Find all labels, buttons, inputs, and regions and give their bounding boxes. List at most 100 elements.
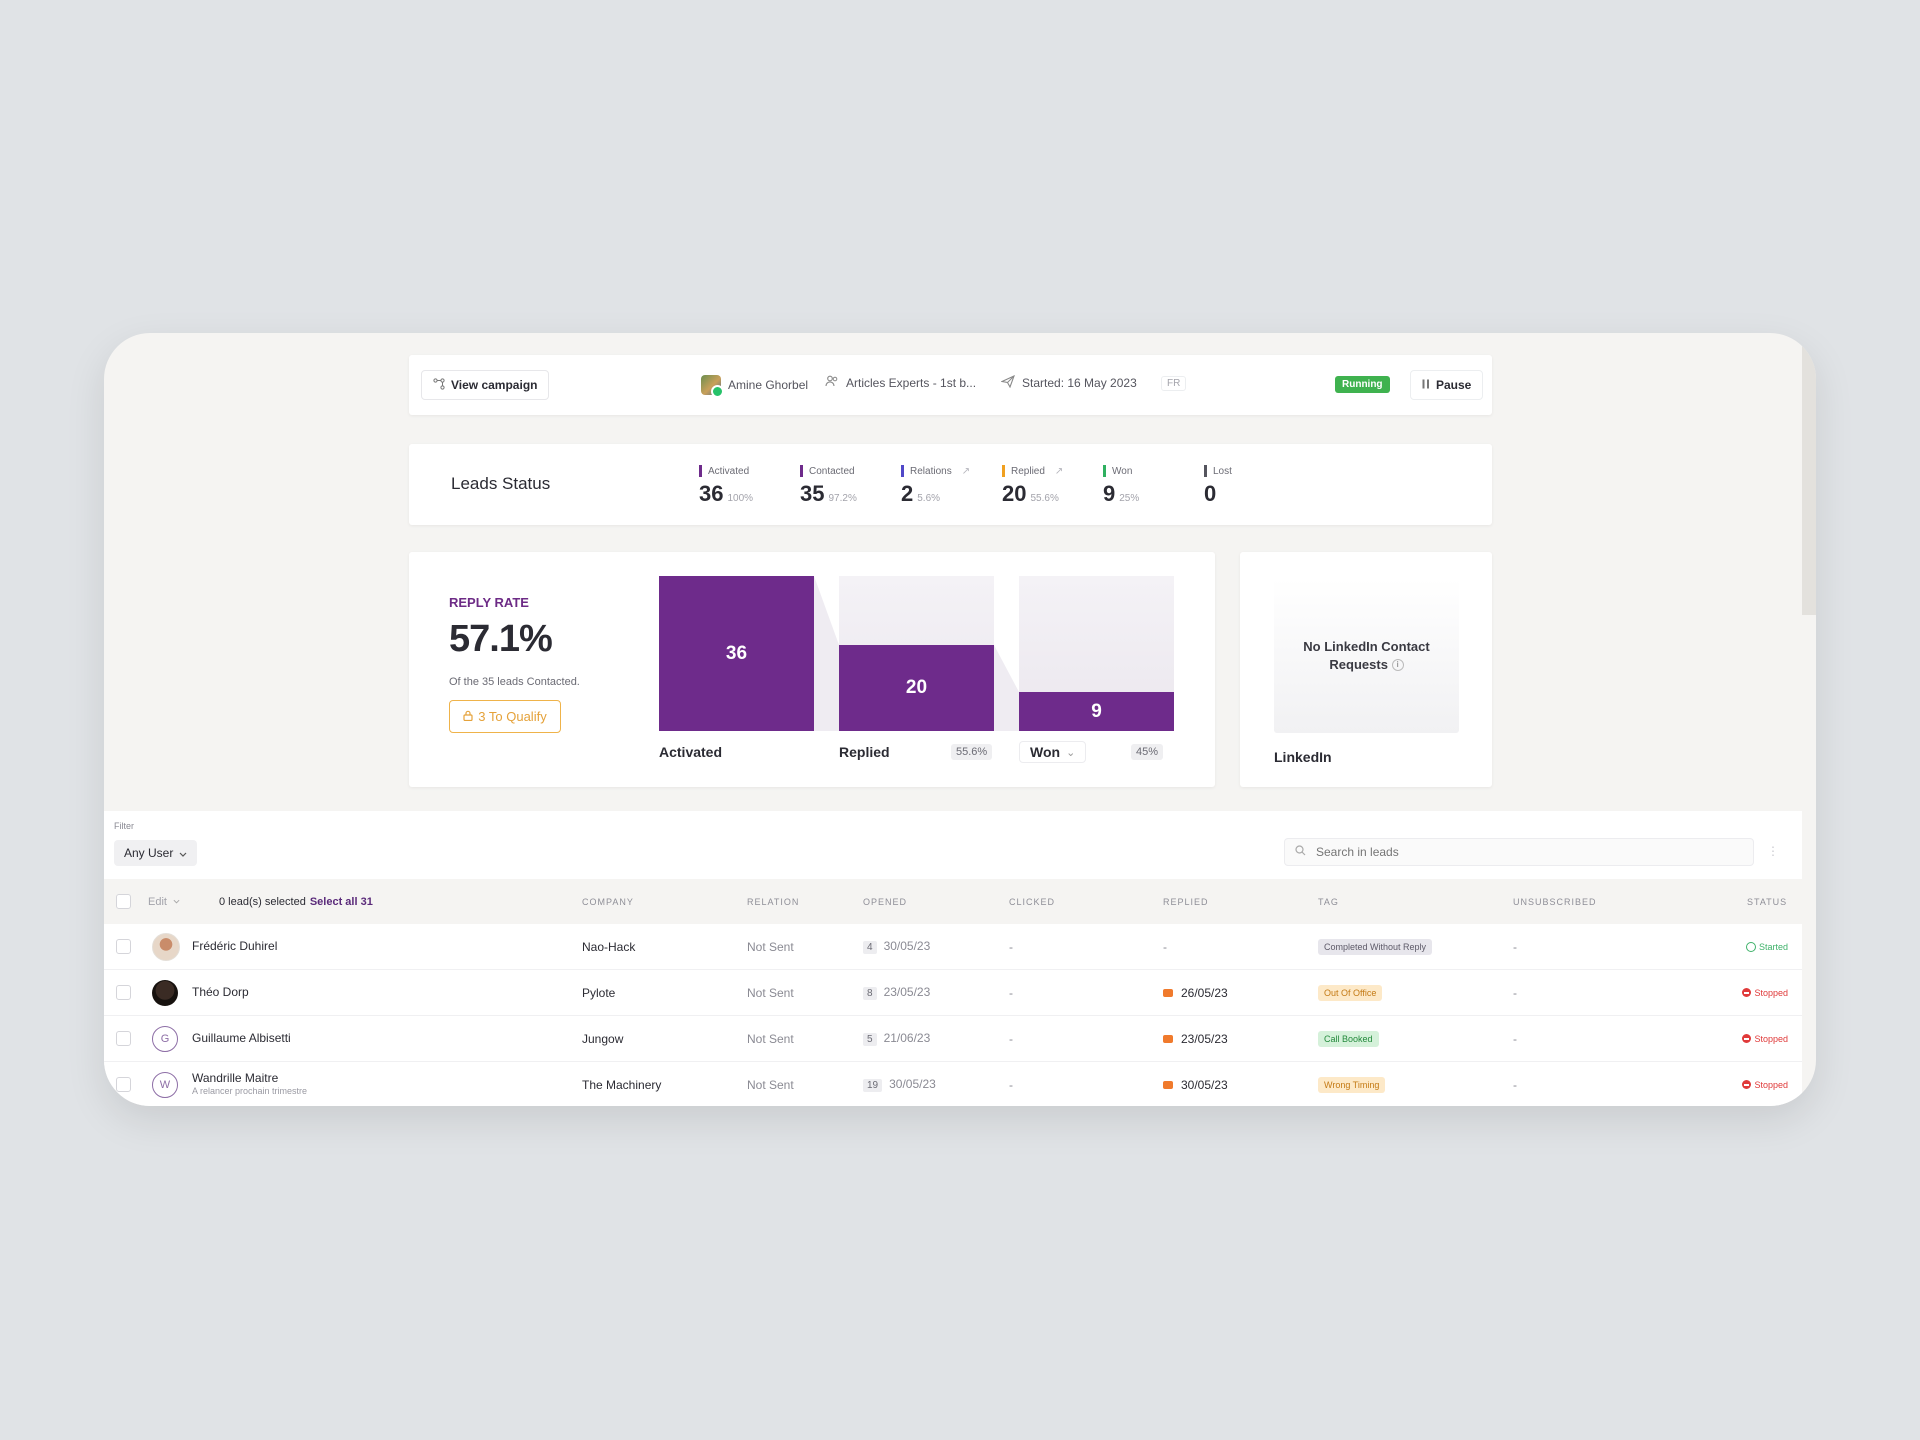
user-filter-select[interactable]: Any User bbox=[114, 840, 198, 866]
name-cell: Guillaume Albisetti bbox=[192, 1016, 291, 1061]
view-campaign-button[interactable]: View campaign bbox=[421, 370, 550, 400]
column-header-tag[interactable]: TAG bbox=[1318, 896, 1339, 907]
metric-activated: Activated 36 100% bbox=[699, 465, 753, 507]
column-header-status[interactable]: STATUS bbox=[1747, 896, 1788, 907]
metric-value: 35 97.2% bbox=[800, 481, 857, 507]
status-cell: Stopped bbox=[1724, 1062, 1788, 1106]
opened-info: 8 23/05/23 bbox=[863, 985, 930, 1000]
lead-name[interactable]: Wandrille Maitre bbox=[192, 1070, 279, 1085]
metric-number: 35 bbox=[800, 481, 825, 506]
company-name: The Machinery bbox=[582, 1077, 662, 1092]
column-header-opened[interactable]: OPENED bbox=[863, 896, 908, 907]
checkbox-cell bbox=[116, 1016, 131, 1061]
lead-status-text: Stopped bbox=[1754, 987, 1788, 998]
select-all-checkbox[interactable] bbox=[116, 894, 131, 909]
info-icon[interactable]: i bbox=[1391, 659, 1404, 672]
arrow-up-right-icon[interactable]: ↗ bbox=[961, 465, 971, 477]
avatar bbox=[152, 979, 178, 1006]
company-name: Nao-Hack bbox=[582, 939, 636, 954]
clicked-value: - bbox=[1009, 1077, 1013, 1092]
column-header-clicked[interactable]: CLICKED bbox=[1009, 896, 1056, 907]
unsub-cell: - bbox=[1513, 970, 1517, 1015]
replied-info: - bbox=[1163, 940, 1167, 954]
status-cell: Stopped bbox=[1724, 970, 1788, 1015]
tag-badge[interactable]: Wrong Timing bbox=[1318, 1076, 1386, 1093]
table-row[interactable]: Théo Dorp Pylote Not Sent 8 23/05/23 - 26/05/2… bbox=[104, 970, 1802, 1016]
row-checkbox[interactable] bbox=[116, 985, 131, 1000]
company-name: Jungow bbox=[582, 1031, 624, 1046]
tag-cell: Call Booked bbox=[1318, 1016, 1379, 1061]
opened-date: 30/05/23 bbox=[889, 1077, 936, 1091]
won-dropdown[interactable]: Won ⌄ bbox=[1019, 741, 1087, 763]
more-options-icon[interactable]: ⋮ bbox=[1767, 844, 1779, 858]
selection-info: 0 lead(s) selected Select all 31 bbox=[219, 879, 373, 924]
replied-info: 23/05/23 bbox=[1163, 1032, 1228, 1046]
company-cell: Pylote bbox=[582, 970, 615, 1015]
table-row[interactable]: G Guillaume Albisetti Jungow Not Sent 5 21/06… bbox=[104, 1016, 1802, 1062]
metric-label: Won bbox=[1103, 465, 1139, 477]
table-row[interactable]: Frédéric Duhirel Nao-Hack Not Sent 4 30/05/2… bbox=[104, 924, 1802, 970]
column-header-relation[interactable]: RELATION bbox=[747, 896, 800, 907]
funnel-percent: 55.6% bbox=[951, 744, 993, 760]
replied-info: 30/05/23 bbox=[1163, 1078, 1228, 1092]
select-all-link[interactable]: Select all 31 bbox=[309, 895, 373, 908]
table-row[interactable]: W Wandrille Maitre A relancer prochain tri… bbox=[104, 1062, 1802, 1106]
lead-name[interactable]: Frédéric Duhirel bbox=[192, 939, 278, 953]
metric-color-bar bbox=[1002, 465, 1005, 477]
tag-badge[interactable]: Call Booked bbox=[1318, 1030, 1379, 1047]
pause-button[interactable]: Pause bbox=[1410, 370, 1484, 400]
column-header-company[interactable]: COMPANY bbox=[582, 896, 634, 907]
lead-name[interactable]: Théo Dorp bbox=[192, 985, 249, 999]
leads-table: Edit 0 lead(s) selected Select all 31 CO… bbox=[104, 879, 1802, 1106]
edit-label: Edit bbox=[148, 895, 167, 908]
metric-value: 2 5.6% bbox=[901, 481, 970, 507]
metric-number: 20 bbox=[1002, 481, 1027, 506]
search-input[interactable] bbox=[1314, 844, 1718, 860]
users-icon bbox=[825, 375, 839, 390]
avatar-cell: W bbox=[152, 1062, 178, 1106]
relation-cell: Not Sent bbox=[747, 1016, 794, 1061]
user-filter-value: Any User bbox=[124, 846, 174, 860]
row-checkbox[interactable] bbox=[116, 939, 131, 954]
metric-color-bar bbox=[699, 465, 702, 477]
lead-name[interactable]: Guillaume Albisetti bbox=[192, 1031, 291, 1045]
metric-color-bar bbox=[1103, 465, 1106, 477]
funnel-label: Activated bbox=[659, 744, 723, 760]
metric-value: 0 bbox=[1204, 481, 1232, 507]
replied-date: - bbox=[1163, 939, 1167, 954]
owner-avatar bbox=[701, 375, 724, 398]
edit-menu[interactable]: Edit bbox=[148, 879, 180, 924]
mail-icon bbox=[1163, 988, 1173, 997]
funnel-bar-activated[interactable]: 36 bbox=[659, 576, 814, 731]
lead-status: Stopped bbox=[1742, 988, 1788, 998]
selection-count: 0 lead(s) selected bbox=[219, 895, 306, 908]
opened-info: 5 21/06/23 bbox=[863, 1031, 930, 1046]
funnel-bar-won[interactable]: 9 bbox=[1019, 692, 1174, 731]
view-campaign-label: View campaign bbox=[451, 378, 538, 392]
metric-number: 9 bbox=[1103, 481, 1116, 506]
avatar-cell: G bbox=[152, 1016, 178, 1061]
lock-icon bbox=[463, 709, 473, 724]
checkbox-cell bbox=[116, 924, 131, 969]
row-checkbox[interactable] bbox=[116, 1077, 131, 1092]
metric-label: Lost bbox=[1204, 465, 1232, 477]
linkedin-empty-box: No LinkedIn Contact Requests i bbox=[1274, 578, 1459, 733]
clicked-cell: - bbox=[1009, 1062, 1013, 1106]
campaign-topbar: View campaign Amine Ghorbel Articles Exp… bbox=[409, 355, 1492, 415]
metric-value: 9 25% bbox=[1103, 481, 1139, 507]
column-header-unsubscribed[interactable]: UNSUBSCRIBED bbox=[1513, 896, 1597, 907]
scrollbar[interactable] bbox=[1802, 333, 1816, 615]
row-checkbox[interactable] bbox=[116, 1031, 131, 1046]
tag-badge[interactable]: Out Of Office bbox=[1318, 984, 1383, 1001]
linkedin-label: LinkedIn bbox=[1274, 749, 1332, 765]
tag-badge[interactable]: Completed Without Reply bbox=[1318, 938, 1433, 955]
metric-label-text: Won bbox=[1112, 465, 1133, 477]
funnel-bar-replied[interactable]: 20 bbox=[839, 645, 994, 731]
metric-percent: 5.6% bbox=[917, 493, 941, 504]
column-header-replied[interactable]: REPLIED bbox=[1163, 896, 1209, 907]
unsubscribed-value: - bbox=[1513, 985, 1517, 1000]
to-qualify-button[interactable]: 3 To Qualify bbox=[449, 700, 561, 733]
search-field[interactable] bbox=[1284, 838, 1754, 866]
metric-number: 36 bbox=[699, 481, 724, 506]
arrow-up-right-icon[interactable]: ↗ bbox=[1054, 465, 1064, 477]
